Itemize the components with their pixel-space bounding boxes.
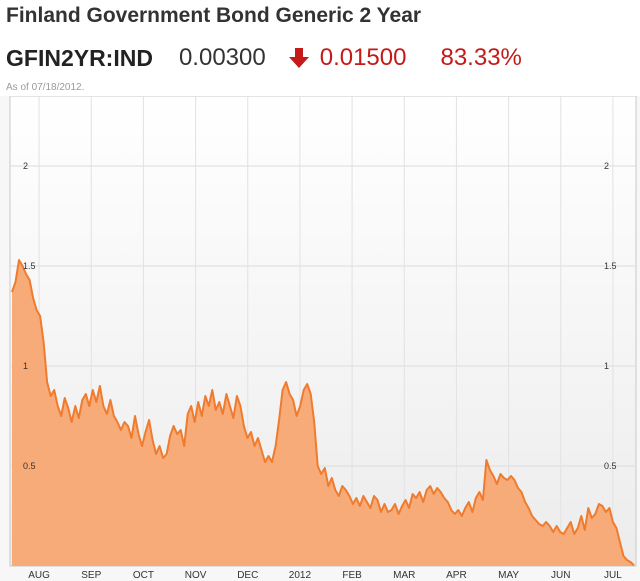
arrow-down-icon (288, 46, 310, 70)
y-tick-label: 1.5 (23, 261, 36, 271)
y-axis-ticks: 0.5 0.5 1 1 1.5 1.5 2 2 (23, 161, 617, 471)
y-tick-label-right: 0.5 (604, 461, 617, 471)
x-tick-label: DEC (237, 570, 258, 581)
x-axis-ticks: AUG SEP OCT NOV DEC 2012 FEB MAR APR MAY JUN JUL (28, 570, 622, 581)
series-area-fill (12, 260, 634, 566)
as-of-date: As of 07/18/2012. (6, 82, 85, 93)
y-tick-label-right: 1 (604, 361, 609, 371)
ticker-symbol: GFIN2YR:IND (6, 44, 153, 71)
y-tick-label: 2 (23, 161, 28, 171)
price-change: 0.01500 (319, 44, 407, 71)
x-tick-label: OCT (133, 570, 154, 581)
y-tick-label-right: 1.5 (604, 261, 617, 271)
last-price: 0.00300 (178, 44, 266, 71)
x-tick-label: 2012 (289, 570, 312, 581)
x-tick-label: MAR (393, 570, 415, 581)
x-tick-label: JUL (604, 570, 622, 581)
x-tick-label: FEB (342, 570, 362, 581)
percent-change: 83.33% (440, 44, 522, 71)
x-tick-label: SEP (81, 570, 101, 581)
y-tick-label: 1 (23, 361, 28, 371)
bond-yield-chart[interactable]: 0.5 0.5 1 1 1.5 1.5 2 2 AUG SEP OCT NOV DEC 2012 FEB M… (0, 96, 640, 581)
y-tick-label: 0.5 (23, 461, 36, 471)
data-area (11, 259, 635, 567)
x-tick-label: APR (446, 570, 467, 581)
page-title: Finland Government Bond Generic 2 Year (6, 4, 422, 27)
quote-row: GFIN2YR:IND 0.00300 0.01500 83.33% (6, 40, 522, 76)
x-tick-label: AUG (28, 570, 50, 581)
x-tick-label: JUN (551, 570, 570, 581)
x-tick-label: NOV (185, 570, 207, 581)
y-tick-label-right: 2 (604, 161, 609, 171)
series-line (11, 259, 635, 567)
x-tick-label: MAY (498, 570, 519, 581)
